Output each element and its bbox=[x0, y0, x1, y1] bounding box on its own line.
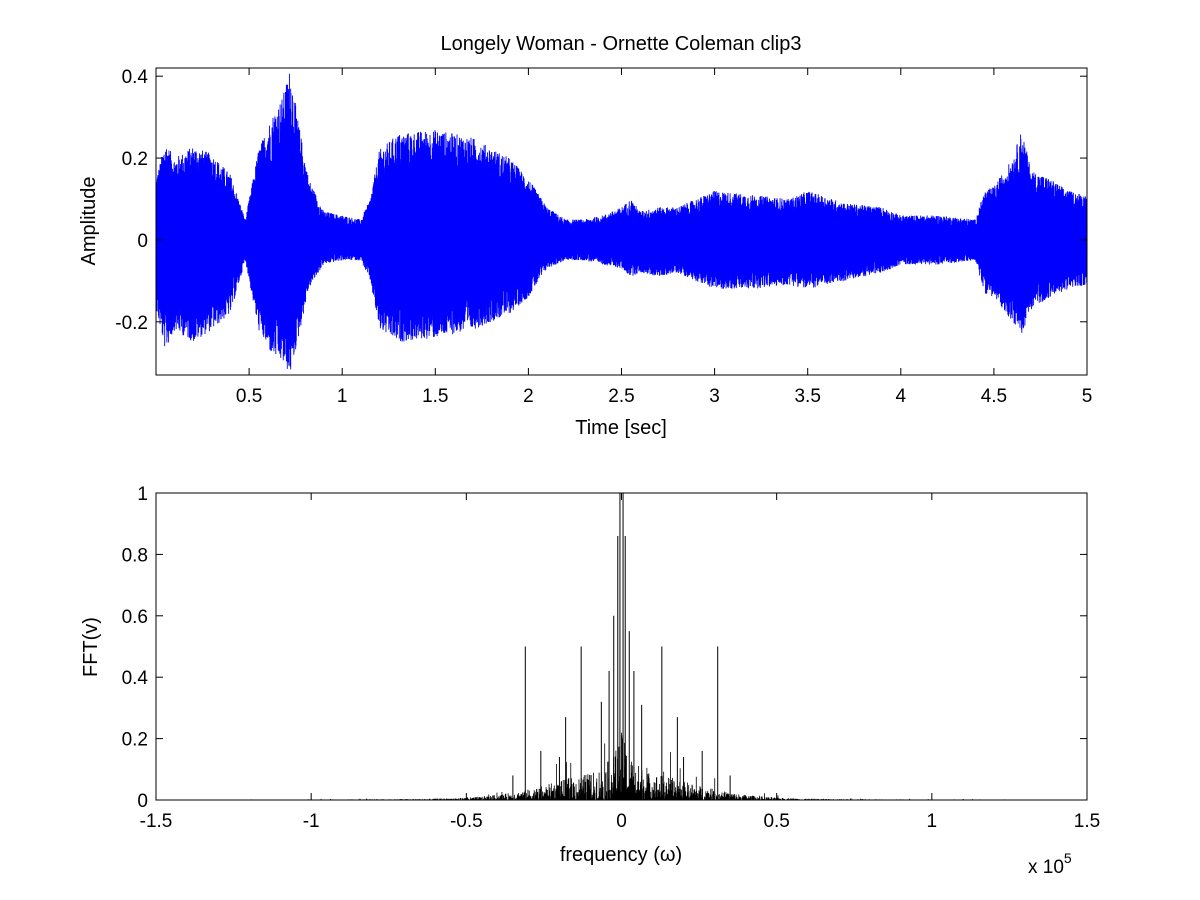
fft-y-axis-title: FFT(v) bbox=[80, 617, 102, 677]
fft-y-tick-label: 0.6 bbox=[122, 607, 148, 628]
amplitude-x-tick-label: 1.5 bbox=[422, 386, 448, 407]
amplitude-x-tick-label: 0.5 bbox=[236, 386, 262, 407]
amplitude-x-tick-label: 2 bbox=[523, 386, 534, 407]
fft-x-tick-label: 1 bbox=[927, 811, 938, 832]
amplitude-plot: Longely Woman - Ornette Coleman clip3 0.… bbox=[78, 33, 1092, 439]
fft-x-tick-label: 1.5 bbox=[1074, 811, 1100, 832]
amplitude-x-tick-label: 3.5 bbox=[794, 386, 820, 407]
fft-x-tick-label: 0 bbox=[616, 811, 627, 832]
fft-y-tick-label: 0.2 bbox=[122, 730, 148, 751]
fft-y-ticks: 0 0.2 0.4 0.6 0.8 1 bbox=[122, 484, 1087, 812]
fft-plot: -1.5 -1 -0.5 0 0.5 1 1.5 0 0.2 0.4 0.6 0.8 1 freque… bbox=[80, 484, 1100, 878]
fft-x-exponent: x 105 bbox=[1028, 850, 1072, 878]
fft-spectrum-series bbox=[192, 493, 1051, 800]
fft-y-tick-label: 0.4 bbox=[122, 668, 149, 689]
fft-x-tick-label: -0.5 bbox=[450, 811, 483, 832]
amplitude-y-tick-label: -0.2 bbox=[115, 313, 148, 334]
fft-x-exponent-base: x 10 bbox=[1028, 857, 1064, 878]
amplitude-x-tick-label: 4 bbox=[896, 386, 907, 407]
amplitude-waveform-line bbox=[156, 73, 1087, 370]
fft-x-tick-label: -1 bbox=[303, 811, 320, 832]
amplitude-y-tick-label: 0 bbox=[137, 231, 148, 252]
fft-x-exponent-power: 5 bbox=[1064, 850, 1072, 866]
amplitude-x-tick-label: 3 bbox=[709, 386, 720, 407]
fft-x-tick-label: 0.5 bbox=[763, 811, 789, 832]
fft-x-ticks: -1.5 -1 -0.5 0 0.5 1 1.5 bbox=[140, 493, 1100, 832]
fft-y-tick-label: 1 bbox=[137, 484, 148, 505]
fft-x-tick-label: -1.5 bbox=[140, 811, 173, 832]
fft-y-tick-label: 0.8 bbox=[122, 545, 148, 566]
amplitude-y-tick-label: 0.4 bbox=[122, 67, 149, 88]
amplitude-x-tick-label: 5 bbox=[1082, 386, 1093, 407]
fft-y-tick-label: 0 bbox=[137, 791, 148, 812]
amplitude-x-axis-title: Time [sec] bbox=[575, 417, 667, 439]
fft-x-axis-title: frequency (ω) bbox=[560, 844, 682, 866]
amplitude-waveform-series bbox=[156, 73, 1087, 370]
amplitude-y-axis-title: Amplitude bbox=[78, 177, 100, 266]
amplitude-x-ticks: 0.5 1 1.5 2 2.5 3 3.5 4 4.5 5 bbox=[236, 68, 1092, 407]
plot-title: Longely Woman - Ornette Coleman clip3 bbox=[441, 33, 802, 55]
amplitude-x-tick-label: 4.5 bbox=[981, 386, 1007, 407]
amplitude-y-tick-label: 0.2 bbox=[122, 149, 148, 170]
amplitude-x-tick-label: 2.5 bbox=[608, 386, 634, 407]
amplitude-x-tick-label: 1 bbox=[337, 386, 348, 407]
amplitude-y-ticks: -0.2 0 0.2 0.4 bbox=[115, 67, 1087, 334]
